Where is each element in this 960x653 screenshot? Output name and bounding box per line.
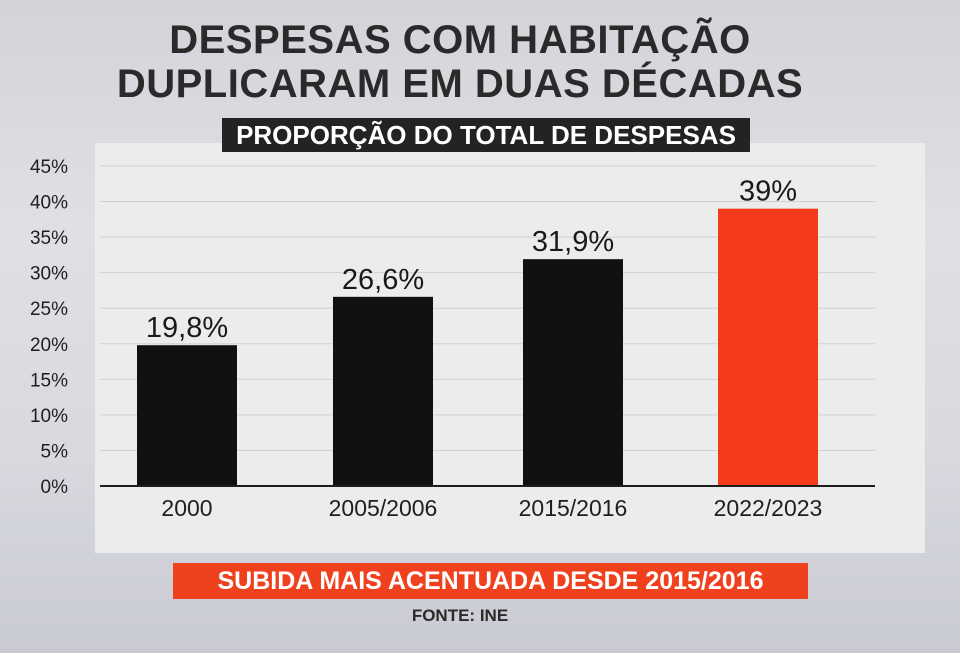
y-tick-label: 15% <box>30 370 68 391</box>
x-tick-label: 2005/2006 <box>329 495 438 521</box>
bar <box>137 345 237 486</box>
data-label: 31,9% <box>532 226 614 258</box>
y-tick-label: 0% <box>41 477 69 498</box>
source-note: FONTE: INE <box>411 606 509 625</box>
y-tick-label: 20% <box>30 335 68 356</box>
bar <box>333 296 433 486</box>
x-tick-label: 2022/2023 <box>714 495 823 521</box>
y-tick-label: 30% <box>30 264 68 285</box>
bar <box>523 259 623 486</box>
chart-subtitle: PROPORÇÃO DO TOTAL DE DESPESAS <box>222 118 750 152</box>
footer-banner: SUBIDA MAIS ACENTUADA DESDE 2015/2016 <box>173 563 808 599</box>
data-label: 19,8% <box>146 312 228 344</box>
y-tick-label: 35% <box>30 228 68 249</box>
y-tick-label: 25% <box>30 299 68 320</box>
chart-title-line1: DESPESAS COM HABITAÇÃO <box>169 18 751 62</box>
data-label: 26,6% <box>342 264 424 296</box>
x-tick-label: 2000 <box>161 495 212 521</box>
y-tick-label: 45% <box>30 157 68 178</box>
y-tick-label: 10% <box>30 406 68 427</box>
chart-title: DESPESAS COM HABITAÇÃO DUPLICARAM EM DUA… <box>0 18 920 106</box>
y-tick-label: 5% <box>41 441 69 462</box>
x-tick-label: 2015/2016 <box>519 495 628 521</box>
bar <box>718 208 818 486</box>
chart-title-line2: DUPLICARAM EM DUAS DÉCADAS <box>116 62 804 106</box>
y-tick-label: 40% <box>30 193 68 214</box>
data-label: 39% <box>739 176 797 208</box>
